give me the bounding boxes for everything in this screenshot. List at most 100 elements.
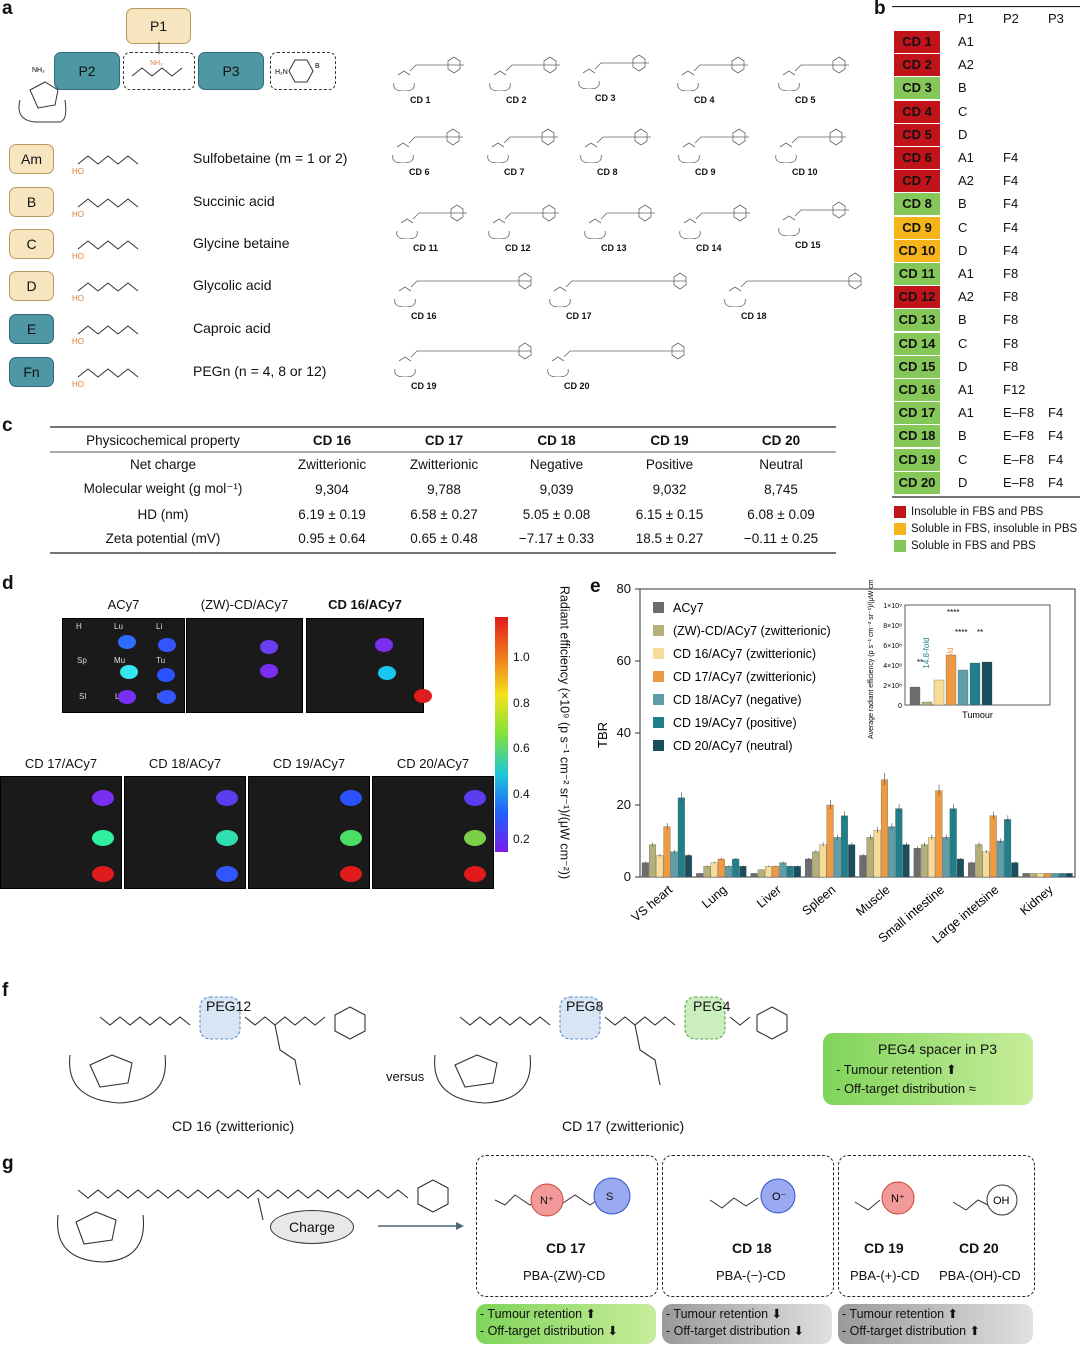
cd-structure-label: CD 18 xyxy=(741,311,767,321)
table-b-cell: F4 xyxy=(1048,451,1064,467)
panel-a-label: a xyxy=(2,0,13,19)
peg4-note-box xyxy=(823,1033,1033,1105)
bar xyxy=(935,790,943,878)
colorbar xyxy=(495,617,508,852)
svg-text:NH₂: NH₂ xyxy=(150,60,163,67)
bar xyxy=(677,797,685,878)
inset-significance: **** xyxy=(947,608,959,617)
svg-text:N⁺: N⁺ xyxy=(891,1193,905,1205)
inset-y-tick: 2×10⁸ xyxy=(883,683,902,690)
table-c-header: CD 16 xyxy=(312,432,352,448)
bar xyxy=(949,808,957,878)
cd-structure-thumb xyxy=(392,128,463,163)
svg-text:HO: HO xyxy=(72,337,84,346)
table-b-cell: A1 xyxy=(958,266,974,281)
inset-bar xyxy=(933,679,945,706)
peg8-label: PEG8 xyxy=(566,998,604,1014)
table-c-cell: Negative xyxy=(529,457,584,473)
signal-blob xyxy=(216,866,238,882)
signal-blob xyxy=(340,830,362,846)
table-b-cd-cell: CD 9 xyxy=(894,216,940,239)
bar xyxy=(833,837,841,878)
cd-structure-thumb xyxy=(549,272,687,307)
legend-swatch xyxy=(653,717,664,728)
bar xyxy=(793,866,801,878)
bar xyxy=(902,844,910,878)
table-b-cd-cell: CD 12 xyxy=(894,286,940,309)
table-b-cell: B xyxy=(958,196,967,212)
table-b-cell: D xyxy=(958,242,968,258)
signal-blob xyxy=(260,664,278,678)
table-c-cell: −0.11 ± 0.25 xyxy=(743,531,819,547)
table-b-cd-cell: CD 11 xyxy=(894,263,940,285)
table-c-header: CD 18 xyxy=(537,432,576,448)
legend-swatch xyxy=(653,648,664,659)
up-arrow-icon: ⬆ xyxy=(585,1307,597,1321)
peg4-note-title: PEG4 spacer in P3 xyxy=(878,1041,998,1057)
x-tick-label: VS heart xyxy=(629,882,676,924)
bar xyxy=(819,844,827,878)
cd-structure-label: CD 16 xyxy=(411,311,437,321)
table-b-cell: E–F8 xyxy=(1003,405,1035,421)
signal-blob xyxy=(375,638,393,652)
moiety-key-box: D xyxy=(9,271,54,301)
ex-vivo-image xyxy=(306,618,424,713)
table-c-cell: Zeta potential (mV) xyxy=(105,531,221,547)
moiety-structure: HO xyxy=(72,282,139,303)
image-title: CD 16/ACy7 xyxy=(328,597,402,612)
image-title: CD 20/ACy7 xyxy=(396,756,470,771)
image-title: CD 18/ACy7 xyxy=(148,756,222,771)
moiety-key-box: C xyxy=(9,229,54,259)
legend-swatch xyxy=(653,694,664,705)
group-cd19-name: CD 19 xyxy=(864,1240,904,1256)
cd-structure-label: CD 17 xyxy=(566,311,592,321)
organ-label: H xyxy=(76,622,82,631)
bar xyxy=(982,851,990,878)
table-b-cell: D xyxy=(958,126,968,142)
moiety-key-box: E xyxy=(9,314,54,344)
image-title: (ZW)-CD/ACy7 xyxy=(200,597,289,612)
table-b-cell: E–F8 xyxy=(1003,428,1035,444)
peg12-label: PEG12 xyxy=(206,998,252,1014)
bar xyxy=(641,862,649,878)
table-c-cell: 6.19 ± 0.19 xyxy=(298,506,366,522)
bar xyxy=(866,837,874,878)
cd-structure-thumb xyxy=(394,272,532,307)
table-b-cd-cell: CD 5 xyxy=(894,123,940,146)
bar xyxy=(1036,873,1044,878)
signal-blob xyxy=(118,635,136,649)
cd-structure-label: CD 7 xyxy=(504,167,525,177)
bar xyxy=(663,826,671,878)
table-row: Net charge Zwitterionic Zwitterionic Negati… xyxy=(50,453,836,478)
cd-structure-thumb xyxy=(578,54,649,89)
inset-annotation: 14.8-fold xyxy=(922,637,931,668)
cd-structure-label: CD 8 xyxy=(597,167,618,177)
table-c-header: CD 19 xyxy=(650,432,689,448)
table-c-cell: Neutral xyxy=(759,457,803,473)
signal-blob xyxy=(414,689,432,703)
bar xyxy=(989,815,997,878)
table-b-cd-cell: CD 16 xyxy=(894,379,940,401)
group-cd18-name: CD 18 xyxy=(732,1240,772,1256)
bar xyxy=(1058,873,1066,878)
physicochemical-table: Physicochemical property CD 16 CD 17 CD 18 C… xyxy=(50,428,836,551)
svg-text:HO: HO xyxy=(72,210,84,219)
table-c-cell: Net charge xyxy=(129,457,197,473)
bar xyxy=(656,855,664,878)
bar xyxy=(670,851,678,878)
table-b-cell: F4 xyxy=(1048,405,1064,421)
moiety-name: Glycolic acid xyxy=(193,277,272,293)
organ-label: Li xyxy=(156,622,163,631)
table-b-cd-cell: CD 18 xyxy=(894,425,940,448)
bar xyxy=(1022,873,1030,878)
outcome-neg-text: - Tumour retention ⬇ - Off-target distri… xyxy=(666,1307,805,1338)
moiety-name: Succinic acid xyxy=(193,193,275,209)
table-b-cell: F12 xyxy=(1003,382,1026,397)
x-tick-label: Lung xyxy=(699,883,729,912)
panel-b-label: b xyxy=(874,0,886,19)
table-b-cell: D xyxy=(958,358,968,374)
moiety-key-box: Fn xyxy=(9,357,54,387)
table-b-cell: B xyxy=(958,312,967,328)
bar xyxy=(1011,862,1019,878)
down-arrow-icon: ⬇ xyxy=(793,1324,805,1338)
